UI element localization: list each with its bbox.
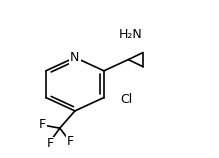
Text: Cl: Cl (120, 93, 132, 106)
Text: F: F (39, 118, 46, 131)
Text: F: F (67, 135, 74, 149)
Text: N: N (70, 51, 79, 64)
Text: H₂N: H₂N (118, 28, 142, 41)
Text: F: F (46, 137, 54, 150)
